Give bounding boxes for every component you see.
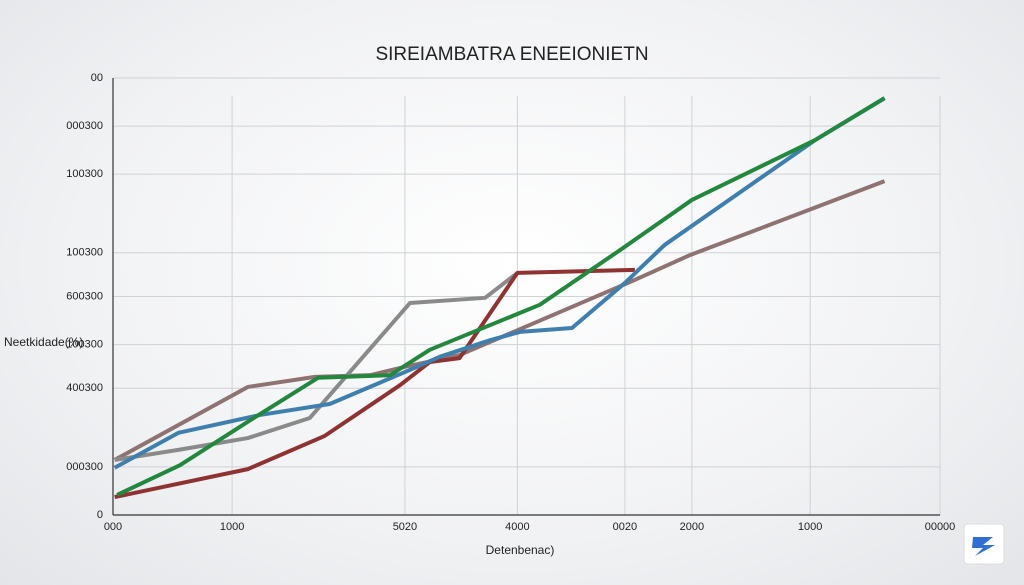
logo — [963, 523, 1005, 565]
x-axis-label: Detenbenac) — [486, 543, 555, 557]
x-tick-label: 4000 — [505, 521, 529, 533]
series-line — [114, 267, 635, 500]
x-tick-label: 00000 — [925, 521, 956, 533]
x-tick-label: 5020 — [393, 521, 417, 533]
y-tick-label: 0 — [97, 509, 103, 521]
y-tick-label: 00 — [91, 72, 103, 84]
x-tick-label: 1000 — [220, 521, 244, 533]
series-line — [116, 96, 886, 497]
y-tick-label: 100300 — [66, 338, 103, 350]
series-line — [113, 96, 886, 470]
y-axis-label: Neetkidade(%) — [4, 335, 83, 349]
y-tick-label: 100300 — [66, 168, 103, 180]
y-tick-label: 000300 — [66, 461, 103, 473]
chart-title: SIREIAMBATRA ENEEIONIETN — [375, 44, 648, 65]
x-tick-label: 000 — [104, 521, 122, 533]
y-tick-label: 400300 — [66, 382, 103, 394]
series-line — [114, 271, 519, 462]
x-tick-label: 1000 — [798, 521, 822, 533]
x-tick-label: 2000 — [680, 521, 704, 533]
y-tick-label: 100300 — [66, 247, 103, 259]
y-tick-label: 000300 — [66, 120, 103, 132]
y-tick-label: 600300 — [66, 290, 103, 302]
x-tick-label: 0020 — [613, 521, 637, 533]
